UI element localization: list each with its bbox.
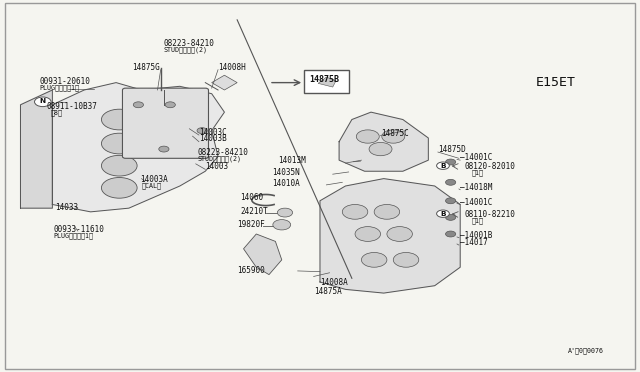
Circle shape [342,205,368,219]
Text: 14008H: 14008H [218,62,246,72]
Circle shape [277,208,292,217]
Text: N: N [40,99,46,105]
Text: 14875A: 14875A [314,288,341,296]
Circle shape [436,210,449,217]
Text: 14003B: 14003B [199,134,227,143]
Circle shape [133,102,143,108]
Polygon shape [339,112,428,171]
Text: 19820F: 19820F [237,219,265,228]
Text: 14875D: 14875D [438,145,467,154]
Circle shape [445,179,456,185]
Circle shape [355,227,381,241]
Text: 14035N: 14035N [272,168,300,177]
Polygon shape [20,90,52,208]
Circle shape [101,133,137,154]
Circle shape [159,146,169,152]
Text: 00933-11610: 00933-11610 [54,225,104,234]
Text: （1）: （1） [472,217,484,224]
Circle shape [273,219,291,230]
Polygon shape [320,179,460,293]
Text: —14001C: —14001C [460,153,493,163]
Text: —14018M: —14018M [460,183,493,192]
Text: PLUGプラグ（1）: PLUGプラグ（1） [40,85,79,92]
Text: B: B [440,211,445,217]
Text: 14060: 14060 [241,193,264,202]
Text: 14033: 14033 [56,202,79,212]
Text: 165900: 165900 [237,266,265,275]
Text: —14001C: —14001C [460,198,493,207]
Text: STUDスタッド(2): STUDスタッド(2) [164,47,208,54]
Circle shape [445,159,456,165]
FancyBboxPatch shape [304,70,349,93]
Text: B: B [440,163,445,169]
Text: —14001B: —14001B [460,231,493,240]
Text: E15ET: E15ET [536,76,576,89]
Text: 08911-10B37: 08911-10B37 [47,102,97,111]
Text: 14010A: 14010A [272,179,300,188]
Text: 14875B: 14875B [309,75,339,84]
Text: 00931-20610: 00931-20610 [40,77,90,86]
Text: 14875G: 14875G [132,62,160,72]
Text: （CAL）: （CAL） [141,182,161,189]
Text: 08120-82010: 08120-82010 [464,162,515,171]
Polygon shape [244,234,282,275]
Text: 14008A: 14008A [320,278,348,287]
Circle shape [101,109,137,130]
Text: 14003C: 14003C [199,128,227,137]
Circle shape [369,142,392,156]
Text: （1）: （1） [472,169,484,176]
Text: 14003: 14003 [205,162,228,171]
Circle shape [445,214,456,220]
Circle shape [197,128,207,134]
Circle shape [394,253,419,267]
Polygon shape [52,83,225,212]
Circle shape [101,177,137,198]
Text: 08223-84210: 08223-84210 [164,39,215,48]
Circle shape [356,130,380,143]
Text: （8）: （8） [51,110,63,116]
Text: —14017: —14017 [460,238,488,247]
Circle shape [445,231,456,237]
Text: 24210T: 24210T [241,206,268,216]
Circle shape [165,102,175,108]
FancyBboxPatch shape [122,88,209,158]
Circle shape [382,130,404,143]
Circle shape [436,162,449,169]
Polygon shape [318,77,336,87]
Polygon shape [212,75,237,90]
Text: 14875C: 14875C [381,129,409,138]
Circle shape [374,205,399,219]
Text: A'（0）0076: A'（0）0076 [568,347,604,354]
Text: 08110-82210: 08110-82210 [464,210,515,219]
Text: 14013M: 14013M [278,156,307,166]
Circle shape [445,198,456,204]
Text: 14003A: 14003A [140,175,168,184]
Circle shape [35,97,51,107]
Circle shape [362,253,387,267]
Text: STUDスタッド(2): STUDスタッド(2) [198,156,242,162]
Circle shape [101,155,137,176]
Circle shape [387,227,412,241]
Text: 08223-84210: 08223-84210 [198,148,248,157]
Text: PLUGプラグ（1）: PLUGプラグ（1） [54,232,93,239]
